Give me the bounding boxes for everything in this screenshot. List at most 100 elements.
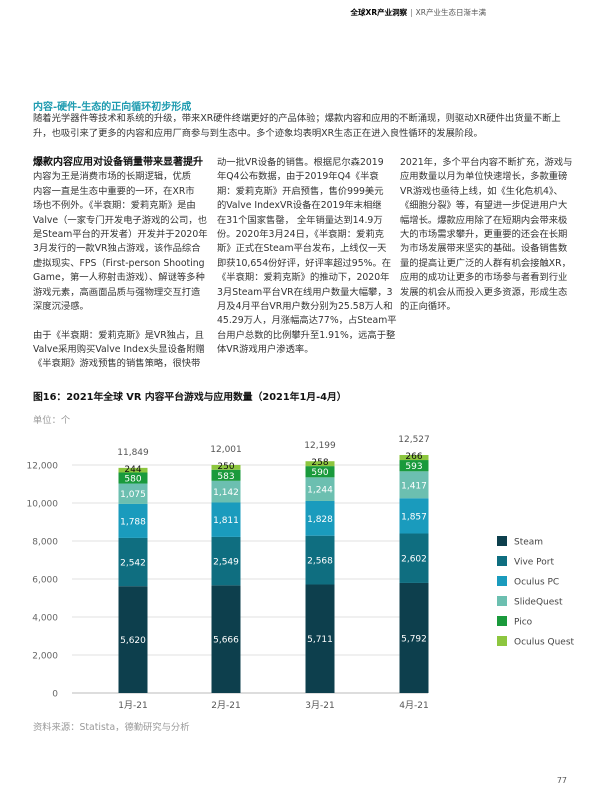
segment-value-label: 1,788: [120, 517, 146, 527]
total-value-label: 11,849: [117, 448, 149, 458]
bar-segment-slidequest: [211, 480, 241, 503]
text-line: 量的提高让更广泛的人群有机会接触XR，: [400, 257, 571, 269]
bar-segment-oculus-quest: [305, 461, 335, 467]
segment-value-label: 250: [217, 462, 234, 472]
segment-value-label: 1,075: [120, 490, 146, 500]
bar-segment-steam: [118, 586, 148, 693]
y-tick-label: 4,000: [32, 614, 58, 624]
text-line: 《半衰期：爱莉克斯》的推动下，2020年: [217, 272, 390, 284]
segment-value-label: 1,857: [401, 512, 427, 522]
text-line: VR游戏也亟待上线，如《生化危机4》、: [400, 185, 563, 197]
segment-value-label: 258: [311, 458, 328, 468]
segment-value-label: 1,828: [307, 515, 333, 525]
text-line: 月及4月平台VR用户数分别为25.58万人和: [217, 300, 393, 312]
text-line: 体VR游戏用户渗透率。: [217, 344, 314, 356]
segment-value-label: 2,602: [401, 555, 427, 565]
legend-swatch: [497, 616, 507, 626]
bar-segment-slidequest: [399, 471, 429, 499]
x-tick-label: 4月-21: [399, 700, 428, 711]
bar-segment-pico: [305, 466, 335, 478]
text-line: 幅增长。爆款应用除了在短期内会带来极: [400, 214, 568, 226]
text-line: 由于《半衰期：爱莉克斯》是VR独占，且: [33, 329, 204, 341]
text-line: 深度沉浸感。: [33, 300, 89, 312]
text-column-2: 动一批VR设备的销售。根据尼尔森2019 年Q4公布数据，由于2019年Q4《半衰…: [217, 156, 397, 357]
bar-segment-vive-port: [211, 536, 241, 586]
text-line: 场也不例外。《半衰期：爱莉克斯》是由: [33, 200, 196, 212]
segment-value-label: 1,811: [213, 516, 239, 526]
legend-label: Oculus Quest: [514, 638, 575, 648]
legend-label: SlideQuest: [514, 598, 563, 608]
segment-value-label: 1,142: [213, 488, 239, 498]
total-value-label: 12,001: [210, 445, 242, 455]
bar-segment-slidequest: [118, 483, 148, 504]
bar-segment-pico: [118, 472, 148, 484]
segment-value-label: 2,568: [307, 557, 333, 567]
segment-value-label: 5,666: [213, 636, 239, 646]
x-tick-label: 3月-21: [305, 700, 334, 711]
text-line: [33, 314, 208, 328]
bar-segment-oculus-pc: [118, 503, 148, 538]
text-line: 45.29万人，月涨幅高达77%，占Steam平: [217, 315, 397, 327]
text-line: 游戏元素，高画面品质与强物理交互打造: [33, 286, 201, 298]
segment-value-label: 1,244: [307, 486, 333, 496]
text-line: 动一批VR设备的销售。根据尼尔森2019: [217, 157, 384, 168]
figure-source: 资料来源：Statista，德勤研究与分析: [33, 722, 190, 733]
y-tick-label: 2,000: [32, 652, 58, 662]
text-line: 是Steam平台的开发者）开发并于2020年: [33, 228, 208, 240]
text-line: 发展的机会从而投入更多资源，形成生态: [400, 286, 568, 298]
bar-segment-steam: [305, 584, 335, 693]
bar-segment-pico: [399, 460, 429, 472]
bar-segment-oculus-pc: [211, 502, 241, 537]
text-line: 应用数量以月为单位快速增长，多款重磅: [400, 171, 568, 183]
legend-swatch: [497, 596, 507, 606]
text-line: 应用的成功让更多的市场参与者看到行业: [400, 272, 568, 284]
text-line: 大的市场需求攀升，更重要的还会在长期: [400, 228, 568, 240]
bar-segment-steam: [211, 585, 241, 693]
text-line: 为市场发展带来坚实的基础。设备销售数: [400, 243, 568, 255]
legend-swatch: [497, 556, 507, 566]
text-line: 虚拟现实、FPS（First-person Shooting: [33, 257, 205, 269]
bar-segment-oculus-pc: [305, 500, 335, 536]
legend-label: Pico: [514, 618, 533, 628]
text-column-3: 2021年，多个平台内容不断扩充，游戏与 应用数量以月为单位快速增长，多款重磅 VR…: [400, 156, 572, 314]
legend-label: Oculus PC: [514, 578, 559, 588]
bar-segment-pico: [211, 469, 241, 481]
text-line: 《半衰期》游戏预售的销售策略，很快带: [33, 358, 201, 370]
segment-value-label: 583: [217, 472, 234, 482]
page-header: 全球XR产业洞察 | XR产业生态日渐丰满: [351, 7, 486, 18]
text-line: 年Q4公布数据，由于2019年Q4《半衰: [217, 171, 379, 183]
segment-value-label: 5,792: [401, 634, 427, 644]
segment-value-label: 5,620: [120, 636, 146, 646]
page-number: 77: [556, 776, 567, 785]
column-heading: 爆款内容应用对设备销量带来显著提升: [33, 157, 203, 168]
bar-segment-slidequest: [305, 477, 335, 501]
text-line: 的正向循环。: [400, 300, 456, 312]
y-tick-label: 6,000: [32, 576, 58, 586]
segment-value-label: 5,711: [307, 635, 333, 645]
y-tick-label: 8,000: [32, 538, 58, 548]
text-line: 即获10,654份好评，好评率超过95%。在: [217, 257, 392, 269]
text-line: 3月Steam平台VR在线用户数量大幅攀，3: [217, 286, 393, 298]
text-line: 斯》正式在Steam平台发布，上线仅一天: [217, 243, 387, 255]
header-separator: |: [410, 8, 413, 17]
bar-segment-vive-port: [399, 533, 429, 583]
legend-swatch: [497, 636, 507, 646]
segment-value-label: 244: [124, 465, 141, 475]
segment-value-label: 2,549: [213, 558, 239, 568]
text-line: 的Valve IndexVR设备在2019年末相继: [217, 200, 382, 212]
intro-heading: 内容-硬件-生态的正向循环初步形成: [33, 102, 192, 113]
bar-segment-steam: [399, 582, 429, 693]
text-line: 在31个国家售罄， 全年销量达到14.9万: [217, 214, 383, 226]
section-title: XR产业生态日渐丰满: [415, 8, 486, 17]
legend-label: Vive Port: [514, 558, 554, 568]
segment-value-label: 1,417: [401, 481, 427, 491]
stacked-bar-chart: 0 2,000 4,000 6,000 8,000 10,000 12,000 5,620 2,…: [27, 435, 575, 711]
bar-segment-vive-port: [118, 537, 148, 587]
text-line: 期：爱莉克斯》开启预售，售价999美元: [217, 185, 384, 197]
figure-unit: 单位：个: [33, 415, 71, 426]
intro-paragraph: 随着光学器件等技术和系统的升级，带来XR硬件终端更好的产品体验；爆款内容和应用的…: [33, 113, 561, 139]
y-tick-label: 12,000: [27, 462, 59, 472]
legend-label: Steam: [514, 538, 543, 548]
legend-swatch: [497, 536, 507, 546]
figure-title: 图16：2021年全球 VR 内容平台游戏与应用数量（2021年1月-4月）: [33, 392, 347, 403]
